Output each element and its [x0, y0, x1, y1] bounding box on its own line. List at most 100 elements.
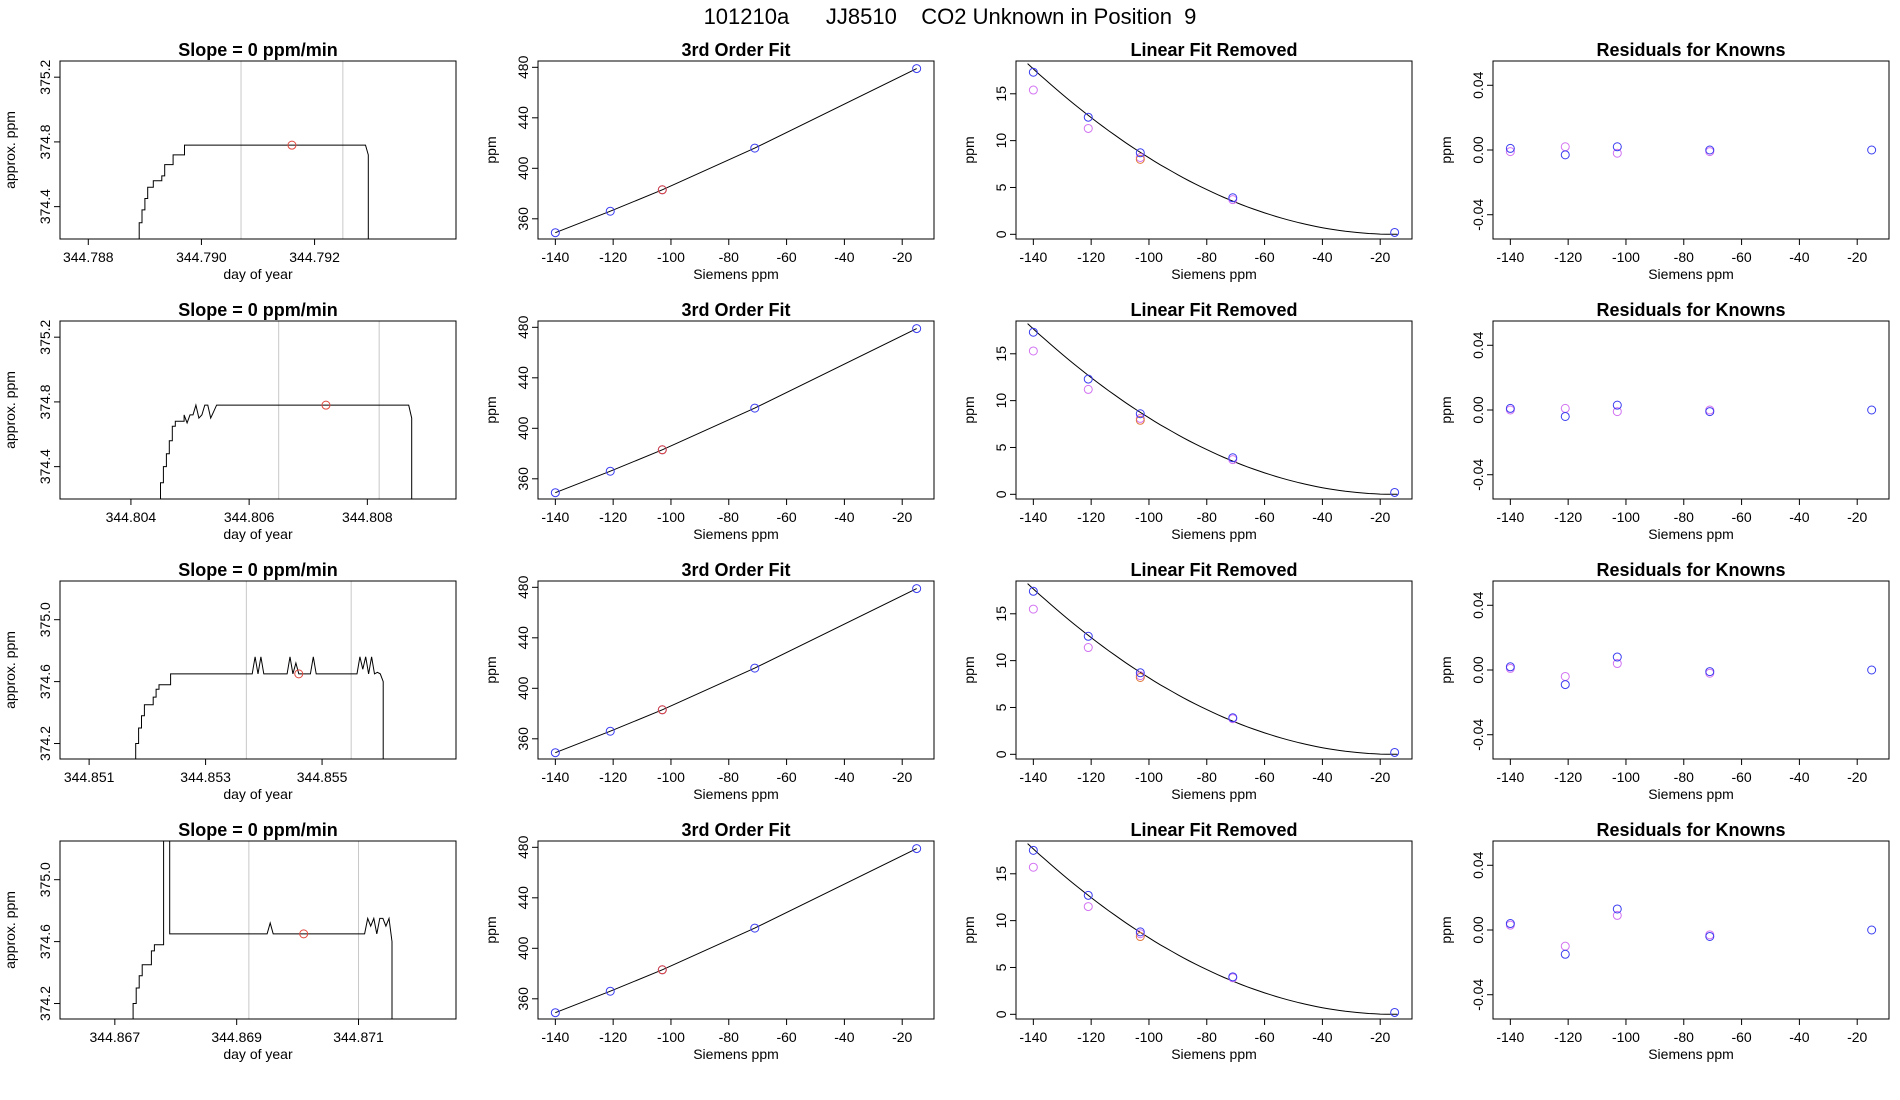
- x-tick-label: -20: [1847, 769, 1867, 785]
- x-axis-label: day of year: [223, 786, 293, 802]
- plot-area: [1027, 323, 1400, 497]
- unknown-point: [1135, 932, 1145, 942]
- known-point: [912, 844, 922, 854]
- y-tick-label: 10: [993, 653, 1009, 669]
- x-tick-label: 344.788: [63, 249, 114, 265]
- blue-point: [1135, 148, 1145, 158]
- x-tick-label: -20: [1847, 249, 1867, 265]
- blue-point: [1612, 142, 1622, 152]
- x-tick-label: -140: [1496, 769, 1524, 785]
- panel-title: Linear Fit Removed: [1130, 40, 1297, 60]
- plot-frame: [1492, 60, 1890, 240]
- x-tick-label: -120: [1077, 769, 1105, 785]
- x-tick-label: -60: [776, 1029, 796, 1045]
- y-tick-label: 360: [515, 727, 531, 751]
- y-tick-label: 400: [515, 156, 531, 180]
- x-tick-label: 344.851: [64, 769, 115, 785]
- concentration-trace: [135, 656, 384, 759]
- blue-point: [1505, 662, 1515, 672]
- known-point: [605, 986, 615, 996]
- magenta-point: [1028, 346, 1038, 356]
- unknown-point: [1135, 154, 1145, 164]
- x-tick-label: -20: [892, 769, 912, 785]
- x-tick-label: -100: [1135, 1029, 1163, 1045]
- y-tick-label: 5: [993, 183, 1009, 191]
- x-tick-label: -100: [657, 249, 685, 265]
- x-tick-label: -40: [1312, 769, 1332, 785]
- plot-frame: [1015, 320, 1413, 500]
- blue-point: [1560, 949, 1570, 959]
- y-tick-label: 480: [515, 575, 531, 599]
- x-tick-label: -40: [834, 509, 854, 525]
- panel-timeseries-row-2: Slope = 0 ppm/min 344.804 344.806 344.808 37…: [2, 300, 457, 542]
- blue-point: [1083, 631, 1093, 641]
- y-axis-label: approx. ppm: [2, 631, 18, 709]
- plot-area: [1027, 843, 1400, 1017]
- x-axis-label: Siemens ppm: [693, 1046, 779, 1062]
- panel-fit-row-2: 3rd Order Fit -140 -120 -100 -80 -60 -40 -20 360…: [483, 300, 935, 542]
- known-point: [605, 206, 615, 216]
- known-point: [912, 64, 922, 74]
- x-tick-label: -80: [719, 1029, 739, 1045]
- known-point: [750, 923, 760, 933]
- magenta-point: [1560, 403, 1570, 413]
- magenta-point: [1560, 671, 1570, 681]
- magenta-point: [1028, 604, 1038, 614]
- x-tick-label: -80: [719, 509, 739, 525]
- y-tick-label: 15: [993, 606, 1009, 622]
- x-tick-label: 344.808: [342, 509, 393, 525]
- x-tick-label: -120: [1554, 1029, 1582, 1045]
- x-tick-label: -100: [657, 509, 685, 525]
- x-tick-label: -140: [1019, 769, 1047, 785]
- blue-point: [1390, 747, 1400, 757]
- y-tick-label: 0.04: [1470, 331, 1486, 358]
- y-axis-label: ppm: [961, 136, 977, 163]
- y-tick-label: 0: [993, 490, 1009, 498]
- blue-point: [1083, 374, 1093, 384]
- x-tick-label: -60: [1254, 1029, 1274, 1045]
- blue-point: [1867, 925, 1877, 935]
- plot-frame: [1015, 580, 1413, 760]
- y-tick-label: 360: [515, 207, 531, 231]
- blue-point: [1705, 931, 1715, 941]
- blue-point: [1612, 904, 1622, 914]
- x-tick-label: -60: [1254, 769, 1274, 785]
- magenta-point: [1028, 862, 1038, 872]
- x-tick-label: -80: [719, 769, 739, 785]
- blue-point: [1028, 845, 1038, 855]
- y-tick-label: -0.04: [1470, 199, 1486, 231]
- plot-frame: [537, 60, 935, 240]
- known-point: [750, 143, 760, 153]
- y-tick-label: 15: [993, 346, 1009, 362]
- panel-title: Residuals for Knowns: [1596, 300, 1785, 320]
- panel-title: Slope = 0 ppm/min: [178, 560, 338, 580]
- figure-title: 101210a JJ8510 CO2 Unknown in Position 9: [703, 4, 1197, 29]
- y-tick-label: -0.04: [1470, 719, 1486, 751]
- blue-point: [1028, 586, 1038, 596]
- y-tick-label: -0.04: [1470, 459, 1486, 491]
- y-tick-label: 374.4: [37, 189, 53, 224]
- plot-frame: [537, 580, 935, 760]
- y-axis-label: approx. ppm: [2, 111, 18, 189]
- x-tick-label: -40: [1312, 249, 1332, 265]
- x-axis-label: Siemens ppm: [1648, 526, 1734, 542]
- y-tick-label: 374.6: [37, 924, 53, 959]
- panel-title: Linear Fit Removed: [1130, 300, 1297, 320]
- y-axis-label: ppm: [1438, 656, 1454, 683]
- blue-point: [1083, 112, 1093, 122]
- magenta-point: [1612, 910, 1622, 920]
- blue-point: [1867, 405, 1877, 415]
- y-tick-label: 0.04: [1470, 71, 1486, 98]
- y-tick-label: 375.0: [37, 862, 53, 897]
- x-tick-label: 344.869: [211, 1029, 262, 1045]
- x-axis-label: Siemens ppm: [693, 786, 779, 802]
- x-tick-label: -140: [541, 509, 569, 525]
- plot-frame: [59, 320, 457, 500]
- panel-residuals-row-4: Residuals for Knowns -140 -120 -100 -80 -60 -4…: [1438, 820, 1890, 1062]
- plot-frame: [1015, 60, 1413, 240]
- y-tick-label: 0.04: [1470, 591, 1486, 618]
- unknown-point: [1135, 415, 1145, 425]
- x-tick-label: -40: [1312, 509, 1332, 525]
- y-tick-label: 440: [515, 366, 531, 390]
- fit-curve: [1027, 323, 1398, 495]
